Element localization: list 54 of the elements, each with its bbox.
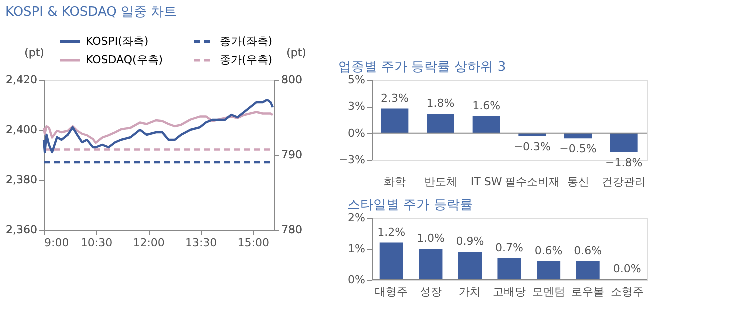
data-label: −0.3% xyxy=(514,140,552,154)
data-label: 0.6% xyxy=(534,244,563,258)
legend-label: 종가(우측) xyxy=(220,54,273,66)
x-tick-label: 반도체 xyxy=(424,176,458,188)
y-tick-label: 2,420 xyxy=(6,74,38,86)
x-tick-label: 건강관리 xyxy=(602,176,646,188)
x-tick-label: 모멘텀 xyxy=(532,286,566,298)
x-tick-label: 대형주 xyxy=(375,286,408,298)
y-tick-label: 2,360 xyxy=(6,224,38,236)
data-label: 1.0% xyxy=(416,232,445,245)
data-label: 1.8% xyxy=(426,97,455,110)
chart-title: 스타일별 주가 등락률 xyxy=(348,198,473,213)
y-tick-label: 2,380 xyxy=(6,174,38,186)
x-tick-label: IT SW xyxy=(470,176,502,188)
x-tick-label: 소형주 xyxy=(610,286,644,298)
data-label: 0.7% xyxy=(496,241,524,254)
y-tick-label: 1% xyxy=(348,242,366,256)
x-tick-label: 고배당 xyxy=(493,286,526,298)
x-tick-label: 성장 xyxy=(420,286,442,298)
data-label: 0.6% xyxy=(574,244,602,258)
x-tick-label: 10:30 xyxy=(80,236,113,250)
y2-axis-title: (pt) xyxy=(286,46,306,60)
y-axis-title: (pt) xyxy=(24,46,44,60)
x-tick-label: 12:00 xyxy=(133,236,165,250)
x-tick-label: 필수소비재 xyxy=(504,176,560,188)
x-tick-label: 로우볼 xyxy=(572,286,605,298)
x-tick-label: 9:00 xyxy=(44,236,70,250)
x-tick-label: 화학 xyxy=(384,176,406,188)
y-tick-label: 2,400 xyxy=(6,124,38,136)
y-tick-label: 3% xyxy=(348,100,366,114)
data-label: 1.6% xyxy=(472,99,501,112)
x-tick-label: 15:00 xyxy=(238,236,270,250)
y-tick-label: 2% xyxy=(348,212,366,224)
y-tick-label: 5% xyxy=(348,74,366,86)
chart-title: KOSPI & KOSDAQ 일중 차트 xyxy=(6,5,178,20)
y-tick-label: 0% xyxy=(348,274,366,286)
y2-tick-label: 780 xyxy=(282,224,302,236)
data-label: 2.3% xyxy=(380,92,409,105)
y2-tick-label: 800 xyxy=(282,74,302,86)
data-label: 0.0% xyxy=(613,262,642,276)
data-label: 0.9% xyxy=(456,235,484,248)
y-tick-label: 0% xyxy=(348,126,366,140)
legend-label: KOSDAQ(우측) xyxy=(86,54,164,66)
x-tick-label: 통신 xyxy=(567,176,590,188)
data-label: −1.8% xyxy=(605,156,643,170)
chart-title: 업종별 주가 등락률 상하위 3 xyxy=(338,60,506,75)
x-tick-label: 13:30 xyxy=(185,236,218,250)
y2-tick-label: 790 xyxy=(282,148,302,162)
y-tick-label: −3% xyxy=(338,154,366,166)
data-label: 1.2% xyxy=(378,226,406,239)
data-label: −0.5% xyxy=(560,142,597,156)
legend-label: KOSPI(좌측) xyxy=(86,34,149,48)
legend-label: 종가(좌측) xyxy=(220,34,273,48)
x-tick-label: 가치 xyxy=(459,286,482,298)
